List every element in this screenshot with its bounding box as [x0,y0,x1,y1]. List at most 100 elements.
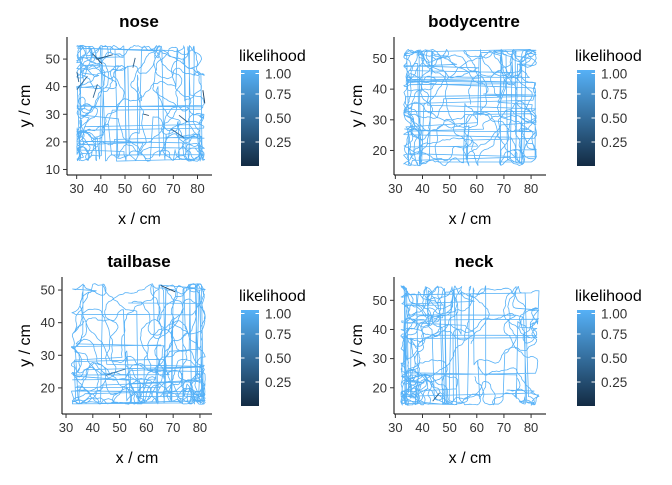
y-tick-label: 20 [373,380,387,395]
panel-title: neck [455,252,494,271]
y-tick-label: 30 [46,107,60,122]
y-tick-label: 30 [373,351,387,366]
panel-title: tailbase [107,252,170,271]
y-axis-label: y / cm [17,324,34,367]
y-tick-label: 30 [41,348,55,363]
x-tick-label: 40 [94,181,108,196]
x-tick-label: 80 [193,420,207,435]
y-axis-label: y / cm [349,324,366,367]
legend-tick-label: 0.25 [265,375,291,390]
legend-tick-label: 0.75 [265,327,291,342]
x-axis-label: x / cm [118,211,161,228]
legend-tick-label: 0.25 [601,375,627,390]
low-likelihood-segment [170,128,184,138]
y-tick-label: 40 [46,79,60,94]
panel-nose: nose 30 40 50 60 70 80 10 20 30 40 50 x / cm y / cm li… [17,12,306,228]
low-likelihood-segment [142,113,150,116]
likelihood-legend: likelihood 1.00 0.75 0.50 0.25 [575,48,642,166]
x-tick-label: 40 [415,181,429,196]
legend-tick-label: 0.25 [601,135,627,150]
legend-colorbar [577,310,595,406]
legend-title: likelihood [575,288,642,305]
low-likelihood-segment [76,75,88,90]
legend-tick-label: 0.75 [601,327,627,342]
y-axis-label: y / cm [17,85,34,128]
x-tick-label: 80 [524,420,538,435]
likelihood-legend: likelihood 1.00 0.75 0.50 0.25 [239,48,306,166]
x-tick-label: 40 [86,420,100,435]
legend-tick-label: 1.00 [601,67,627,82]
y-tick-label: 50 [373,51,387,66]
low-likelihood-segment [96,54,113,60]
legend-tick-label: 0.50 [265,351,291,366]
y-tick-label: 50 [373,293,387,308]
y-tick-label: 20 [46,134,60,149]
x-tick-label: 60 [142,181,156,196]
legend-tick-label: 0.50 [601,351,627,366]
legend-tick-label: 1.00 [265,67,291,82]
legend-tick-label: 1.00 [601,307,627,322]
x-tick-label: 70 [497,420,511,435]
low-likelihood-segment [105,368,126,376]
legend-colorbar [241,70,259,166]
trajectory [400,285,540,406]
x-tick-label: 50 [112,420,126,435]
x-axis-label: x / cm [116,450,159,467]
y-tick-label: 40 [373,322,387,337]
panel-title: bodycentre [428,12,520,31]
x-tick-label: 50 [442,420,456,435]
low-likelihood-segment [432,392,440,402]
legend-tick-label: 0.75 [601,87,627,102]
panel-tailbase: tailbase 30 40 50 60 70 80 20 30 40 50 x / cm y / cm… [17,252,306,467]
x-tick-label: 30 [388,181,402,196]
y-tick-label: 40 [41,315,55,330]
y-axis-label: y / cm [349,85,366,128]
trajectory [76,44,206,162]
trajectory-path [403,48,537,167]
legend-tick-label: 0.50 [601,111,627,126]
trajectory-path [71,283,206,405]
x-tick-label: 40 [415,420,429,435]
x-tick-label: 80 [190,181,204,196]
low-likelihood-segment [178,114,188,123]
low-likelihood-segment [76,72,80,83]
y-tick-label: 30 [373,112,387,127]
legend-tick-label: 1.00 [265,307,291,322]
y-tick-label: 40 [373,82,387,97]
legend-title: likelihood [239,288,306,305]
x-tick-label: 50 [442,181,456,196]
legend-title: likelihood [239,48,306,65]
low-likelihood-segment [160,285,176,293]
x-tick-label: 50 [118,181,132,196]
low-likelihood-segment [202,90,206,104]
x-tick-label: 70 [497,181,511,196]
x-tick-label: 30 [388,420,402,435]
y-tick-label: 50 [41,283,55,298]
y-tick-label: 20 [373,143,387,158]
legend-tick-label: 0.50 [265,111,291,126]
legend-colorbar [577,70,595,166]
x-tick-label: 70 [166,181,180,196]
trajectory-path [76,44,206,162]
legend-colorbar [241,310,259,406]
y-tick-label: 20 [41,380,55,395]
low-likelihood-segment [92,84,98,98]
x-tick-label: 30 [59,420,73,435]
legend-title: likelihood [575,48,642,65]
panel-neck: neck 30 40 50 60 70 80 20 30 40 50 x / cm y / cm like… [349,252,642,467]
legend-tick-label: 0.75 [265,87,291,102]
likelihood-legend: likelihood 1.00 0.75 0.50 0.25 [575,288,642,406]
x-axis-label: x / cm [449,211,492,228]
x-tick-label: 30 [69,181,83,196]
x-tick-label: 60 [139,420,153,435]
panel-title: nose [119,12,159,31]
y-tick-label: 50 [46,52,60,67]
likelihood-legend: likelihood 1.00 0.75 0.50 0.25 [239,288,306,406]
x-tick-label: 70 [166,420,180,435]
x-tick-label: 60 [470,420,484,435]
x-axis-label: x / cm [449,450,492,467]
trajectory [71,283,206,405]
x-tick-label: 80 [524,181,538,196]
